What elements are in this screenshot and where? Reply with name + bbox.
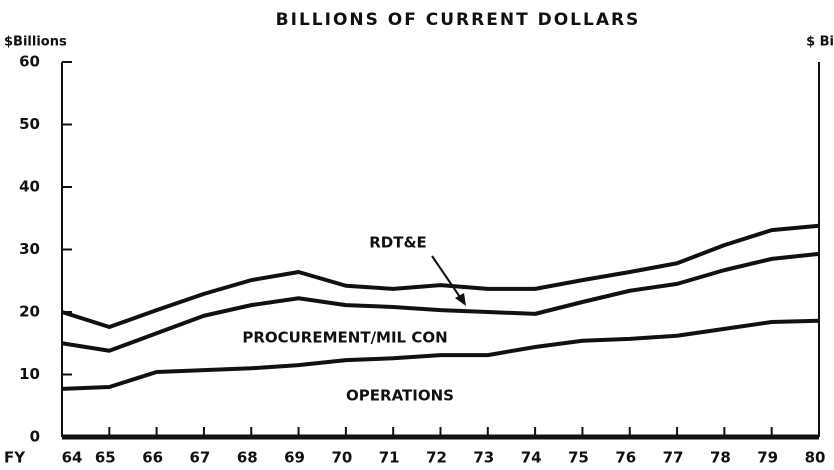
series-label: PROCUREMENT/MIL CON <box>242 329 447 347</box>
x-tick-label: 69 <box>284 449 305 467</box>
x-tick-label: 64 <box>62 449 83 467</box>
x-tick-label: 67 <box>190 449 211 467</box>
x-tick-label: 71 <box>379 449 400 467</box>
y-tick-label: 0 <box>30 428 40 446</box>
y-tick-label: 10 <box>19 365 40 383</box>
x-tick-label: 70 <box>331 449 352 467</box>
x-tick-label: 76 <box>615 449 636 467</box>
x-tick-label: 73 <box>473 449 494 467</box>
x-tick-label: 78 <box>710 449 731 467</box>
x-tick-label: 77 <box>663 449 684 467</box>
x-tick-label: 72 <box>426 449 447 467</box>
x-tick-label: 74 <box>521 449 542 467</box>
y-tick-label: 20 <box>19 303 40 321</box>
series-line <box>61 223 820 329</box>
y-axis-label: $Billions <box>4 35 67 50</box>
x-tick-label: 79 <box>757 449 778 467</box>
x-axis-label: FY <box>4 449 26 467</box>
x-tick-label: 68 <box>237 449 258 467</box>
arrow-head <box>455 293 466 306</box>
series-line <box>61 318 820 391</box>
series-label: OPERATIONS <box>346 387 454 405</box>
x-tick-label: 75 <box>568 449 589 467</box>
y-tick-label: 30 <box>19 240 40 258</box>
chart-title: BILLIONS OF CURRENT DOLLARS <box>276 10 641 30</box>
x-tick-label: 66 <box>142 449 163 467</box>
x-tick-label: 80 <box>805 449 826 467</box>
y-tick-label: 50 <box>19 115 40 133</box>
series-label: RDT&E <box>369 234 427 252</box>
annotation-arrow <box>431 255 463 301</box>
series-line <box>61 251 820 353</box>
y-tick-label: 60 <box>19 53 40 71</box>
x-tick-label: 65 <box>95 449 116 467</box>
y2-axis-label: $ Bi <box>806 35 834 50</box>
y-tick-label: 40 <box>19 178 40 196</box>
